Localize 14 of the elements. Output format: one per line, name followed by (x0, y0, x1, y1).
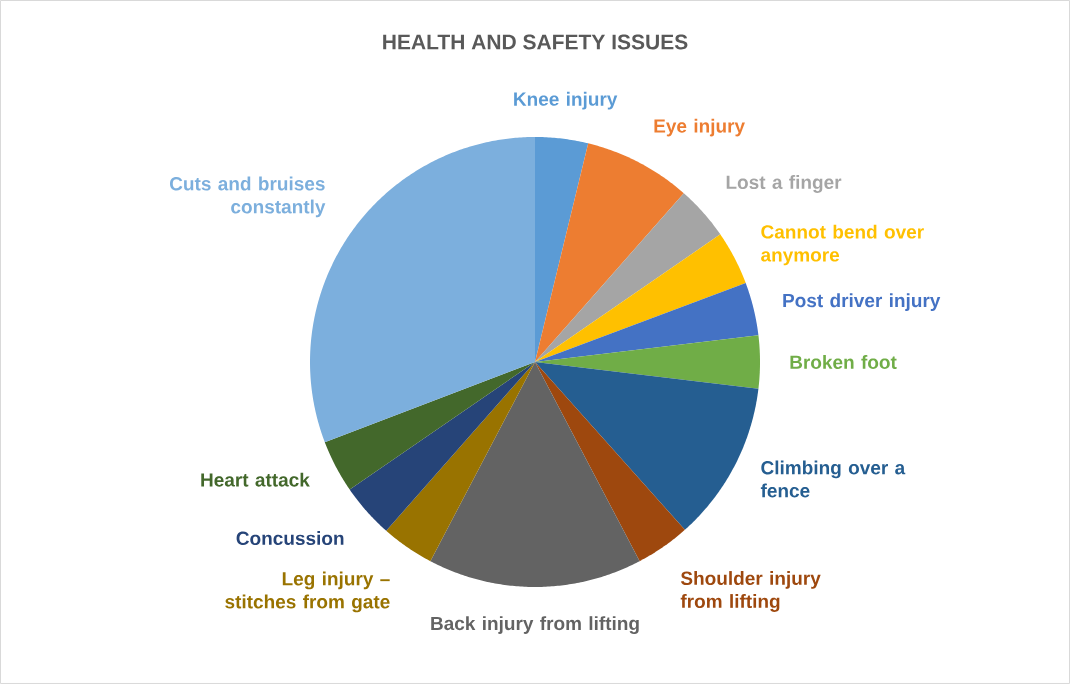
slice-label: Eye injury (654, 118, 745, 137)
slice-label: Cuts and bruises constantly (169, 176, 326, 218)
slice-label: Cannot bend over anymore (761, 224, 924, 266)
slice-label: Climbing over a fence (760, 460, 906, 498)
slice-label: Post driver injury (783, 293, 941, 311)
slice-label: Lost a finger (726, 175, 842, 193)
slice-label: Concussion (236, 531, 344, 546)
slice-label: Knee injury (514, 91, 618, 110)
slice-label: Broken foot (790, 355, 897, 369)
slice-label: Leg injury – stitches from gate (225, 571, 390, 613)
slice-label: Shoulder injury from lifting (680, 571, 821, 612)
slice-label: Back injury from lifting (431, 616, 639, 634)
chart-title: HEALTH AND SAFETY ISSUES (383, 34, 688, 50)
slice-label: Heart attack (201, 472, 310, 487)
